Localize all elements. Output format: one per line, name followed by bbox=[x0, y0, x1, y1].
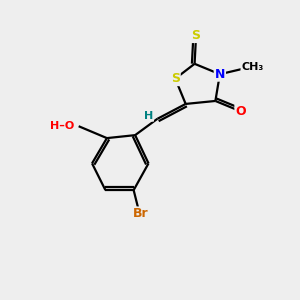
Text: CH₃: CH₃ bbox=[242, 62, 264, 72]
Text: H: H bbox=[144, 111, 153, 121]
Text: S: S bbox=[171, 72, 180, 85]
Text: Br: Br bbox=[133, 207, 149, 220]
Text: H–O: H–O bbox=[50, 121, 74, 131]
Text: N: N bbox=[215, 68, 225, 81]
Text: O: O bbox=[235, 105, 246, 118]
Text: S: S bbox=[192, 29, 201, 42]
